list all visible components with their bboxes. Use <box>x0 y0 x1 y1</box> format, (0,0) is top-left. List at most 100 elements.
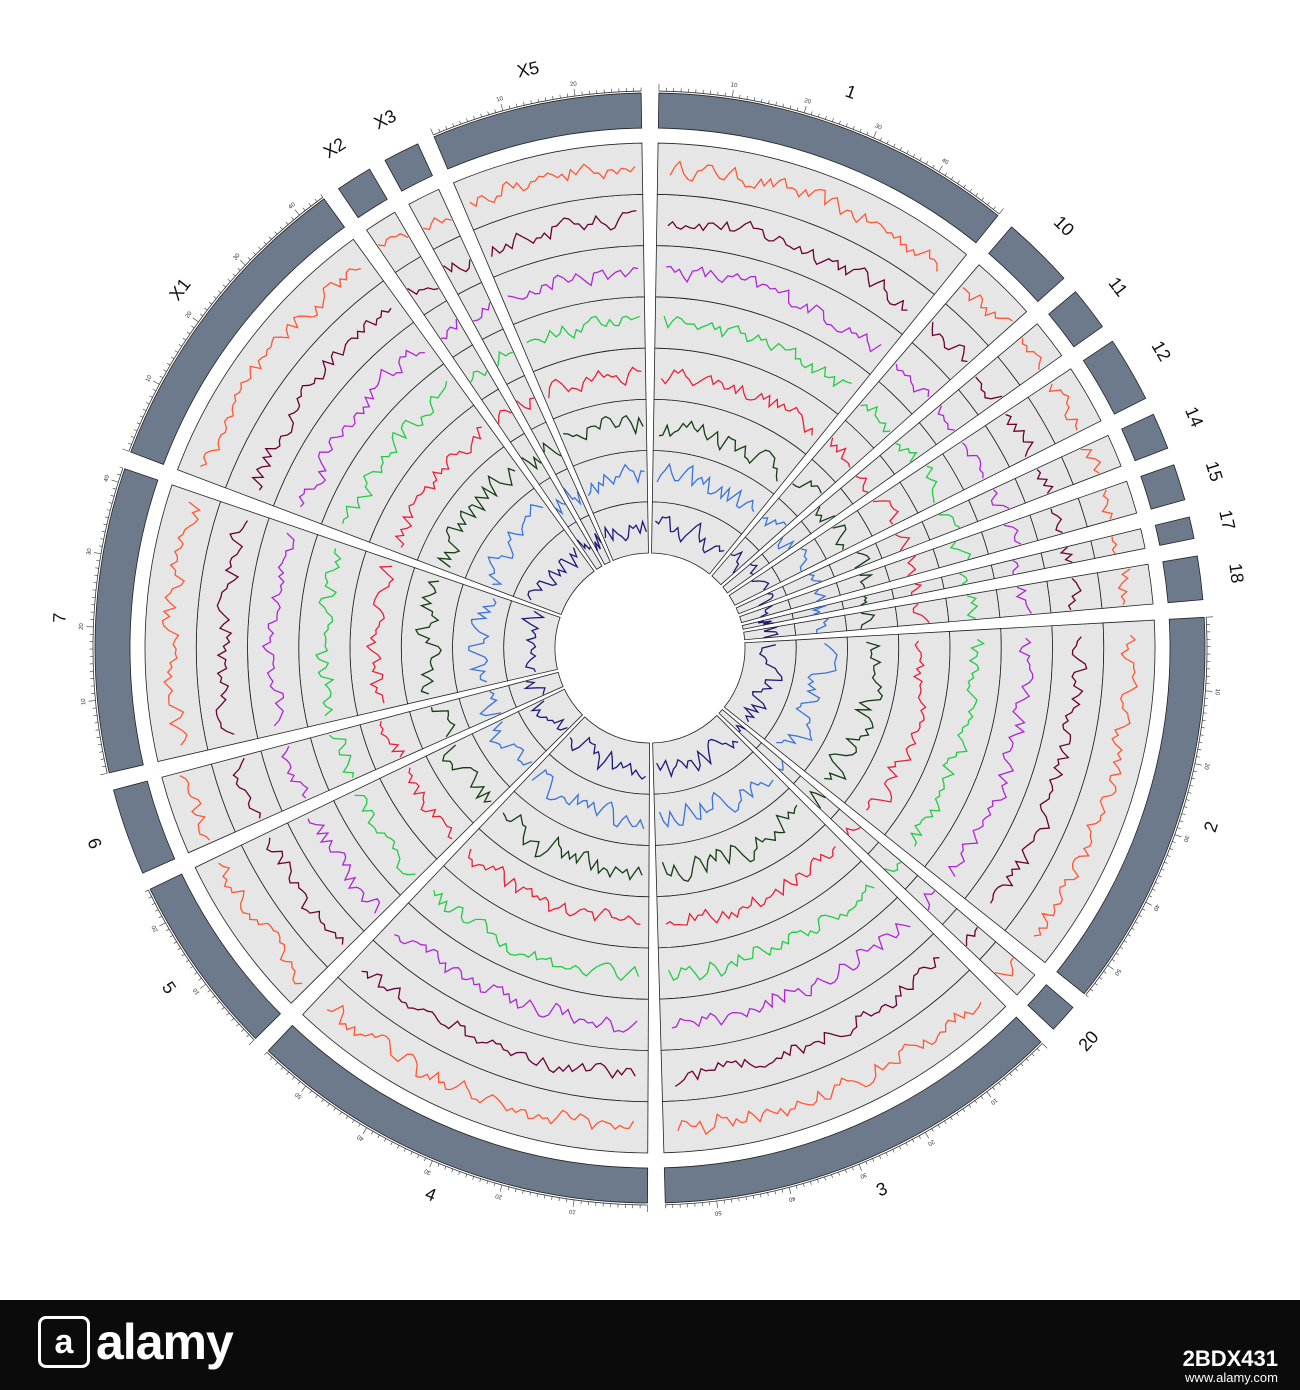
scale-tick <box>100 772 108 776</box>
tick-label: 10 <box>145 374 154 383</box>
data-line-20-1 <box>994 957 1014 977</box>
data-line-10-1 <box>962 286 1013 322</box>
scale-tick <box>879 137 882 141</box>
data-line-5-8 <box>530 700 568 731</box>
scale-tick <box>782 103 785 108</box>
scale-tick <box>189 966 194 969</box>
scale-tick <box>1107 965 1114 970</box>
data-line-6-1 <box>179 775 211 841</box>
scale-tick <box>529 1191 531 1196</box>
ideogram-2 <box>1056 616 1206 995</box>
logo-wordmark: alamy <box>96 1314 234 1370</box>
scale-tick <box>795 1185 798 1189</box>
scale-tick <box>508 105 511 109</box>
scale-tick <box>768 100 770 104</box>
data-line-4-2 <box>361 970 636 1079</box>
scale-tick <box>437 1163 440 1167</box>
scale-tick <box>499 1184 503 1192</box>
scale-tick <box>480 113 482 118</box>
data-line-3-5 <box>665 845 836 926</box>
data-line-12-4 <box>925 465 938 504</box>
data-line-1-5 <box>660 368 813 436</box>
data-line-10-8 <box>730 550 744 574</box>
chromosome-3: 10 20 30 40 50 3 <box>652 714 1048 1216</box>
data-line-15-8 <box>760 604 773 618</box>
scale-tick <box>523 101 525 106</box>
scale-tick <box>227 279 231 282</box>
data-line-5-7 <box>488 721 533 766</box>
data-line-X5-7 <box>587 463 645 496</box>
scale-tick <box>980 1095 984 1100</box>
scale-tick <box>975 193 978 197</box>
data-line-7-8 <box>520 610 546 673</box>
scale-tick <box>191 325 195 329</box>
ideogram-X5 <box>433 92 643 170</box>
scale-tick <box>339 1111 342 1115</box>
scale-tick <box>397 1145 400 1149</box>
scale-tick <box>458 1171 461 1175</box>
chromosome-label-14: 14 <box>1181 404 1207 430</box>
scale-tick <box>951 176 954 180</box>
scale-tick <box>1172 841 1176 844</box>
scale-tick <box>738 1197 740 1202</box>
data-line-6-6 <box>430 707 456 738</box>
scale-tick <box>925 1132 930 1139</box>
scale-tick <box>181 953 185 957</box>
scale-tick <box>194 972 198 975</box>
data-line-18-6 <box>860 612 876 630</box>
scale-tick <box>739 94 741 99</box>
scale-tick <box>1099 977 1103 980</box>
scale-tick <box>177 947 181 951</box>
scale-tick <box>95 729 100 731</box>
scale-tick <box>258 246 262 250</box>
scale-tick <box>1009 1073 1013 1077</box>
data-line-10-2 <box>931 322 968 363</box>
chromosome-18: 18 <box>743 555 1248 641</box>
scale-tick <box>1015 1068 1018 1072</box>
scale-tick <box>1031 1053 1035 1057</box>
scale-tick <box>950 1116 953 1121</box>
data-line-3-6 <box>661 804 798 882</box>
scale-tick <box>263 241 267 245</box>
scale-tick <box>112 487 117 490</box>
scale-tick <box>537 98 539 103</box>
scale-tick <box>174 350 179 353</box>
data-line-6-3 <box>281 745 309 799</box>
scale-arc-5 <box>147 889 255 1041</box>
scale-tick <box>500 103 504 111</box>
data-line-2-1 <box>1033 634 1139 937</box>
tick-label: 40 <box>1151 903 1160 912</box>
scale-tick <box>885 1152 888 1156</box>
data-line-12-7 <box>799 548 808 572</box>
scale-tick <box>186 331 191 335</box>
scale-tick <box>274 231 278 235</box>
scale-tick <box>151 902 156 906</box>
scale-arc-X1 <box>128 196 324 452</box>
scale-tick <box>852 125 855 130</box>
tick-label: 20 <box>926 1138 935 1147</box>
scale-tick <box>291 216 294 221</box>
tick-label: 30 <box>233 252 242 261</box>
scale-tick <box>108 502 113 504</box>
scale-tick <box>226 1012 230 1016</box>
scale-tick <box>552 95 554 100</box>
ideogram-14 <box>1121 413 1169 462</box>
scale-tick <box>824 1176 826 1181</box>
scale-tick <box>566 93 569 98</box>
ideogram-12 <box>1082 340 1147 415</box>
ideogram-20 <box>1027 984 1074 1030</box>
scale-tick <box>825 115 827 120</box>
scale-tick <box>216 1001 220 1005</box>
ideogram-17 <box>1154 516 1195 546</box>
chromosome-label-3: 3 <box>873 1178 890 1200</box>
scale-tick <box>101 531 106 533</box>
scale-tick <box>866 131 869 136</box>
scale-tick <box>1174 834 1182 838</box>
scale-tick <box>1200 734 1204 736</box>
data-line-18-8 <box>763 626 779 639</box>
ideogram-X2 <box>337 168 388 219</box>
data-line-5-4 <box>354 794 416 876</box>
tick-label: 30 <box>874 123 883 131</box>
alamy-logo: a alamy <box>38 1314 234 1370</box>
track-bg-17-8 <box>1090 528 1146 559</box>
